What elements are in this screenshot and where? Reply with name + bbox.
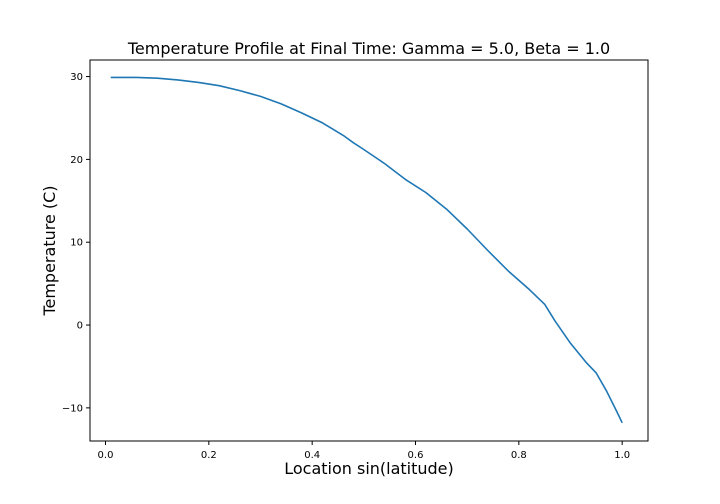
x-tick-label: 0.8 xyxy=(511,450,527,461)
y-axis-label: Temperature (C) xyxy=(40,185,59,316)
plot-frame xyxy=(89,59,649,442)
x-tick-label: 0.2 xyxy=(201,450,217,461)
x-tick-label: 0.6 xyxy=(408,450,424,461)
x-tick-label: 0.0 xyxy=(98,450,114,461)
x-axis-label: Location sin(latitude) xyxy=(284,459,454,478)
series-line xyxy=(110,76,623,424)
x-axis: 0.0 0.2 0.4 0.6 0.8 1.0 xyxy=(98,441,630,461)
y-tick-label: 0 xyxy=(77,321,83,332)
x-tick-label: 1.0 xyxy=(614,450,630,461)
y-tick-label: 30 xyxy=(70,72,83,83)
y-axis: −10 0 10 20 30 xyxy=(62,72,90,414)
y-tick-label: −10 xyxy=(62,403,83,414)
chart-title: Temperature Profile at Final Time: Gamma… xyxy=(127,39,610,58)
x-tick-label: 0.4 xyxy=(304,450,320,461)
plot-area: 0.0 0.2 0.4 0.6 0.8 1.0 −10 0 10 20 30 xyxy=(62,59,649,461)
y-tick-label: 20 xyxy=(70,155,83,166)
y-tick-label: 10 xyxy=(70,238,83,249)
